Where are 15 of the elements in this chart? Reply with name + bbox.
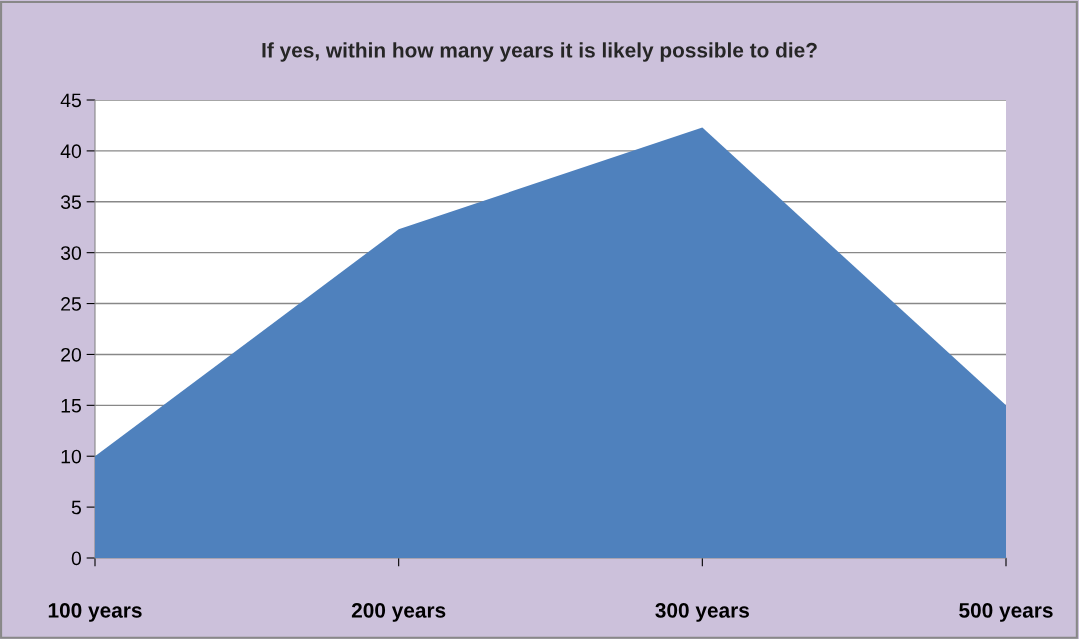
chart-title: If yes, within how many years it is likely possible to die? <box>262 42 817 62</box>
x-tick-label: 200 years <box>351 602 446 622</box>
y-tick-label: 25 <box>61 297 81 311</box>
y-tick-label: 40 <box>60 144 82 159</box>
y-tick-label: 0 <box>71 551 82 566</box>
y-tick-label: 5 <box>71 500 81 515</box>
y-tick-label: 30 <box>60 246 82 260</box>
y-tick-label: 15 <box>61 399 81 413</box>
x-tick-label: 500 years <box>959 602 1053 622</box>
y-tick-label: 35 <box>60 195 81 210</box>
y-tick-label: 45 <box>60 93 81 108</box>
x-tick-label: 100 years <box>48 602 142 622</box>
y-tick-label: 10 <box>61 449 82 464</box>
y-tick-label: 20 <box>61 347 82 362</box>
x-tick-label: 300 years <box>655 602 749 622</box>
